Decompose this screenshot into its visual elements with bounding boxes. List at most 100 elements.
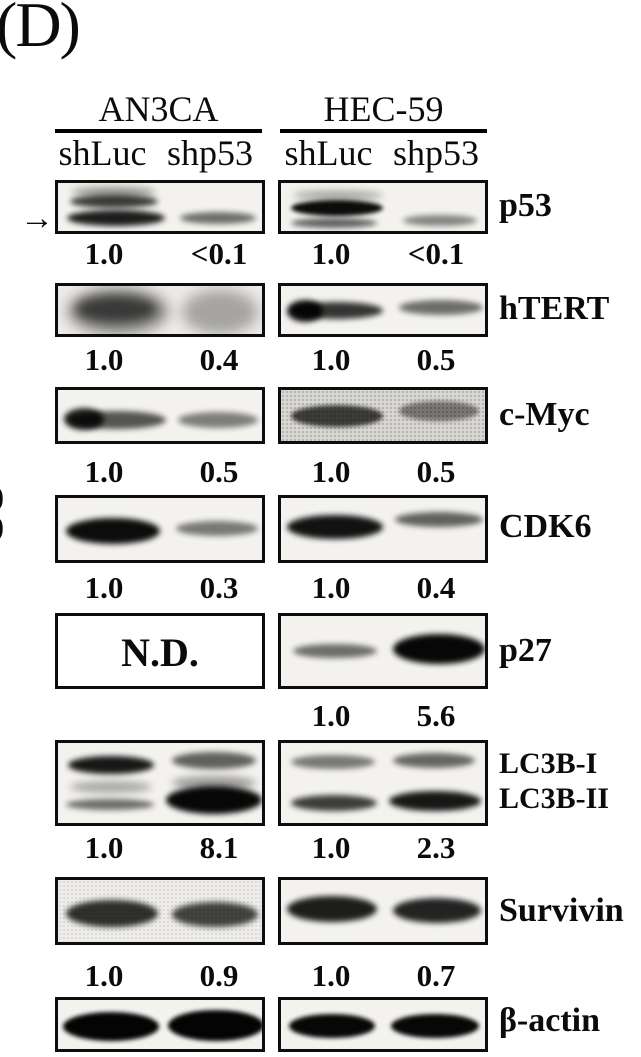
protein-band bbox=[76, 296, 156, 322]
blot-cdk6-an3ca bbox=[55, 495, 265, 563]
protein-band bbox=[287, 896, 377, 922]
quant-value: 0.9 bbox=[199, 958, 239, 993]
protein-label-htert: hTERT bbox=[499, 290, 610, 327]
protein-band bbox=[395, 512, 483, 527]
protein-band bbox=[72, 187, 156, 197]
protein-band bbox=[291, 200, 383, 216]
quant-value: 1.0 bbox=[84, 236, 124, 271]
protein-band bbox=[178, 412, 258, 428]
protein-band bbox=[293, 644, 377, 658]
cell-line-header-hec59: HEC-59 bbox=[280, 89, 487, 133]
protein-band bbox=[291, 302, 383, 319]
protein-band bbox=[389, 791, 481, 811]
quant-value: 1.0 bbox=[311, 698, 351, 733]
quant-value: 0.5 bbox=[199, 454, 239, 489]
blot-cmyc-hec59 bbox=[278, 387, 488, 444]
protein-band bbox=[291, 755, 375, 769]
protein-band bbox=[287, 515, 383, 539]
protein-label-lc3b1: LC3B-I bbox=[499, 747, 598, 780]
protein-band bbox=[180, 212, 256, 224]
protein-label-survivin: Survivin bbox=[499, 892, 624, 929]
protein-label-bactin: β-actin bbox=[499, 1002, 601, 1039]
protein-label-p53: p53 bbox=[499, 187, 552, 224]
lane-label-an3ca-shp53: shp53 bbox=[166, 133, 253, 173]
quant-value: 1.0 bbox=[311, 342, 351, 377]
quant-value: 1.0 bbox=[84, 570, 124, 605]
edge-clipped-text: 9 bbox=[0, 511, 4, 547]
blot-cdk6-hec59 bbox=[278, 495, 488, 563]
cell-line-name: AN3CA bbox=[98, 89, 219, 129]
blot-bactin-an3ca bbox=[55, 997, 265, 1052]
blot-bactin-hec59 bbox=[278, 997, 488, 1052]
blot-survivin-an3ca bbox=[55, 877, 265, 945]
cell-line-header-an3ca: AN3CA bbox=[55, 89, 262, 133]
protein-band bbox=[291, 405, 383, 427]
protein-band bbox=[66, 799, 154, 810]
protein-label-p27: p27 bbox=[499, 632, 552, 669]
quant-value: 1.0 bbox=[84, 342, 124, 377]
protein-band bbox=[70, 195, 158, 208]
quant-value: 0.3 bbox=[199, 570, 239, 605]
protein-band bbox=[403, 215, 477, 226]
quant-value: 8.1 bbox=[199, 830, 239, 865]
protein-band bbox=[176, 521, 258, 536]
protein-band bbox=[166, 786, 262, 814]
protein-band bbox=[172, 902, 258, 927]
lane-label-hec59-shluc: shLuc bbox=[284, 133, 373, 173]
protein-band bbox=[393, 898, 481, 923]
protein-band bbox=[393, 753, 475, 768]
quant-value: 1.0 bbox=[84, 958, 124, 993]
protein-label-lc3b2: LC3B-II bbox=[499, 782, 610, 815]
quant-value: 0.5 bbox=[416, 342, 456, 377]
quant-value: 0.5 bbox=[416, 454, 456, 489]
protein-band bbox=[67, 210, 165, 226]
blot-p27-an3ca-not-detected: N.D. bbox=[55, 613, 265, 689]
quant-value: 1.0 bbox=[311, 454, 351, 489]
protein-band bbox=[293, 191, 383, 200]
lane-label-an3ca-shluc: shLuc bbox=[58, 133, 147, 173]
blot-p27-hec59 bbox=[278, 613, 488, 689]
protein-band bbox=[63, 1012, 159, 1041]
protein-band bbox=[393, 634, 485, 664]
quant-value: 0.4 bbox=[199, 342, 239, 377]
blot-htert-hec59 bbox=[278, 283, 488, 337]
protein-band bbox=[391, 1014, 479, 1038]
quant-value: 1.0 bbox=[84, 830, 124, 865]
protein-band bbox=[172, 752, 256, 769]
quant-value: 1.0 bbox=[311, 830, 351, 865]
protein-band bbox=[291, 795, 377, 811]
panel-letter: (D) bbox=[0, 0, 81, 60]
blot-cmyc-an3ca bbox=[55, 387, 265, 444]
protein-band bbox=[68, 756, 154, 774]
protein-band bbox=[289, 1014, 375, 1038]
quant-value: <0.1 bbox=[407, 236, 465, 271]
blot-p53-hec59 bbox=[278, 180, 488, 234]
protein-band bbox=[168, 1010, 262, 1041]
quant-value: 2.3 bbox=[416, 830, 456, 865]
quant-value: 1.0 bbox=[311, 570, 351, 605]
lane-label-hec59-shp53: shp53 bbox=[392, 133, 479, 173]
quant-value: 1.0 bbox=[311, 236, 351, 271]
blot-survivin-hec59 bbox=[278, 877, 488, 945]
nd-label: N.D. bbox=[121, 630, 199, 675]
protein-band bbox=[66, 518, 160, 544]
blot-lc3b-hec59 bbox=[278, 740, 488, 826]
protein-band bbox=[399, 300, 483, 315]
quant-value: <0.1 bbox=[190, 236, 248, 271]
quant-value: 1.0 bbox=[311, 958, 351, 993]
quant-value: 0.4 bbox=[416, 570, 456, 605]
quant-value: 1.0 bbox=[84, 454, 124, 489]
protein-band bbox=[399, 401, 479, 421]
protein-band bbox=[70, 781, 152, 793]
edge-clipped-text: 9 bbox=[0, 481, 4, 517]
p53-band-arrow: → bbox=[20, 200, 54, 237]
protein-label-cdk6: CDK6 bbox=[499, 508, 592, 545]
blot-p53-an3ca bbox=[55, 180, 265, 234]
quant-value: 5.6 bbox=[416, 698, 456, 733]
blot-lc3b-an3ca bbox=[55, 740, 265, 826]
protein-band bbox=[66, 900, 158, 927]
cell-line-name: HEC-59 bbox=[323, 89, 444, 129]
protein-band bbox=[68, 411, 166, 429]
quant-value: 0.7 bbox=[416, 958, 456, 993]
